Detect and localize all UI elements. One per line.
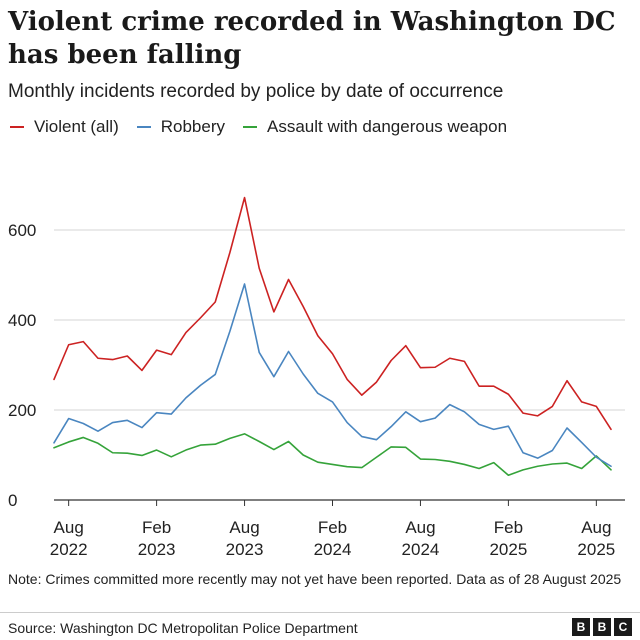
x-tick-label-month: Feb (142, 518, 171, 537)
x-tick-label-year: 2023 (226, 540, 264, 559)
x-tick-label-year: 2025 (577, 540, 615, 559)
chart-title: Violent crime recorded in Washington DC … (8, 7, 616, 70)
x-tick-label-year: 2024 (402, 540, 440, 559)
chart-source: Source: Washington DC Metropolitan Polic… (8, 620, 358, 636)
x-tick-label-month: Aug (54, 518, 84, 537)
chart-legend: Violent (all) Robbery Assault with dange… (10, 116, 525, 138)
y-tick-label: 200 (8, 401, 36, 420)
legend-item-robbery: Robbery (136, 116, 225, 138)
y-tick-label: 600 (8, 221, 36, 240)
bbc-logo-block: B (572, 618, 590, 636)
y-tick-label: 400 (8, 311, 36, 330)
chart-subtitle: Monthly incidents recorded by police by … (8, 81, 504, 102)
legend-swatch-robbery (136, 126, 151, 128)
x-tick-label-year: 2023 (138, 540, 176, 559)
legend-swatch-violent (10, 126, 24, 128)
legend-label-violent: Violent (all) (34, 117, 119, 136)
series-line-assault (53, 433, 612, 477)
legend-item-violent: Violent (all) (10, 116, 119, 138)
x-tick-label-month: Aug (405, 518, 435, 537)
legend-label-assault: Assault with dangerous weapon (267, 117, 508, 136)
bbc-logo-block: C (614, 618, 632, 636)
y-tick-label: 0 (8, 491, 17, 510)
series-line-violent (53, 196, 612, 431)
bbc-logo-block: B (593, 618, 611, 636)
chart-note: Note: Crimes committed more recently may… (8, 571, 622, 587)
x-tick-label-month: Feb (318, 518, 347, 537)
legend-item-assault: Assault with dangerous weapon (243, 116, 507, 138)
x-tick-label-year: 2024 (314, 540, 352, 559)
legend-label-robbery: Robbery (160, 117, 225, 136)
x-tick-label-month: Aug (229, 518, 259, 537)
bbc-logo: B B C (569, 618, 632, 636)
x-tick-label-year: 2022 (50, 540, 88, 559)
line-chart: 0 200 400 600 Aug 2022 Feb 2023 Aug 2023 Feb 2024 Au… (8, 196, 625, 559)
x-tick-label-year: 2025 (489, 540, 527, 559)
x-tick-label-month: Feb (494, 518, 523, 537)
x-tick-label-month: Aug (581, 518, 611, 537)
legend-swatch-assault (243, 126, 257, 128)
footer-divider (0, 612, 640, 613)
series-line-robbery (53, 283, 612, 468)
